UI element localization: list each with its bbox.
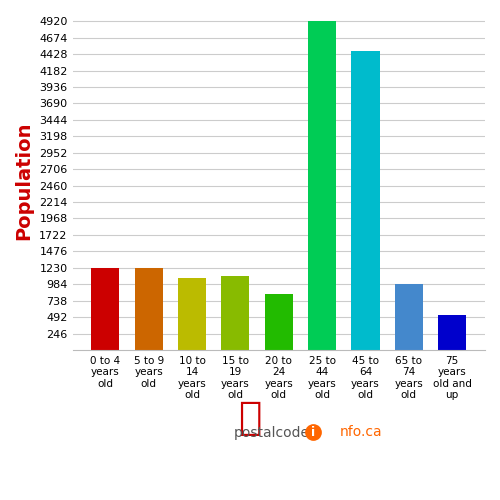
Text: nfo.ca: nfo.ca (340, 426, 382, 440)
Y-axis label: Population: Population (14, 122, 34, 240)
Bar (264, 294, 293, 350)
Text: 🍁: 🍁 (238, 398, 262, 436)
Bar (222, 276, 250, 350)
Bar (134, 268, 163, 350)
Bar (178, 278, 206, 350)
Bar (394, 284, 423, 350)
Bar (352, 50, 380, 350)
Text: i: i (312, 426, 316, 439)
Bar (438, 315, 466, 350)
Bar (308, 21, 336, 350)
Text: postalcode: postalcode (234, 426, 310, 440)
Bar (91, 268, 120, 350)
